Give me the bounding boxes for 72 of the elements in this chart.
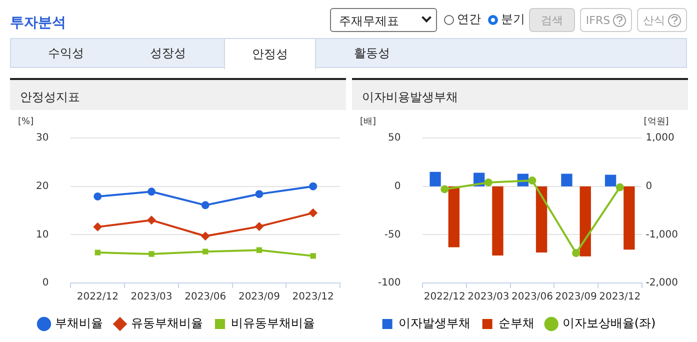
point — [528, 176, 536, 185]
point — [201, 201, 210, 210]
y-tick-label: -50 — [384, 229, 401, 240]
bar — [430, 172, 441, 186]
y-tick-label: 10 — [36, 229, 49, 240]
y-axis-title: [배] — [360, 116, 376, 127]
y-tick-label: 20 — [36, 180, 49, 192]
x-tick-label: 2023/03 — [130, 292, 172, 303]
point — [310, 253, 316, 259]
point — [309, 182, 318, 190]
bar — [492, 186, 504, 256]
point — [254, 222, 264, 231]
legend-label: 유동부채비율 — [131, 316, 203, 330]
y-tick-label: 0 — [394, 180, 401, 192]
x-tick-label: 2023/12 — [292, 292, 334, 303]
y-axis-title: [%] — [18, 116, 34, 127]
text: 산식 — [643, 12, 665, 28]
legend-label: 비유동부채비율 — [231, 316, 315, 330]
x-tick-label: 2022/12 — [76, 292, 118, 303]
y2-tick-label: -1,000 — [646, 229, 678, 240]
text: 검색 — [529, 8, 575, 32]
legend-label: 순부채 — [498, 316, 534, 330]
bar — [604, 174, 616, 186]
y2-axis-title: [억원] — [644, 116, 669, 127]
text: 안정성 — [224, 38, 316, 69]
point — [200, 232, 210, 241]
legend-label: 이자발생부채 — [398, 316, 470, 330]
text: 활동성 — [353, 44, 391, 62]
point — [255, 190, 264, 198]
text: IFRS — [586, 14, 610, 26]
point — [484, 178, 492, 186]
y2-tick-label: -2,000 — [646, 278, 678, 289]
point — [147, 216, 156, 225]
y-tick-label: 0 — [42, 278, 49, 289]
bar — [561, 174, 572, 186]
point — [148, 251, 154, 257]
text: 투자분석 — [10, 14, 66, 32]
y-tick-label: 30 — [36, 132, 49, 144]
x-tick-label: 2023/09 — [555, 292, 597, 303]
x-tick-label: 2023/06 — [511, 292, 554, 303]
legend-label: 이자보상배율(좌) — [562, 316, 656, 330]
x-tick-label: 2023/09 — [238, 292, 280, 303]
text: 수익성 — [47, 44, 85, 62]
y2-tick-label: 1,000 — [646, 132, 674, 144]
point — [94, 250, 100, 256]
x-tick-label: 2023/06 — [184, 292, 226, 303]
point — [256, 247, 262, 253]
x-tick-label: 2023/03 — [468, 292, 510, 303]
point — [94, 192, 102, 200]
point — [93, 222, 102, 232]
y-tick-label: -100 — [378, 278, 401, 289]
point — [148, 188, 156, 196]
text: 성장성 — [149, 44, 187, 62]
x-tick-label: 2023/12 — [599, 292, 641, 303]
chart-title: 이자비용발생부채 — [352, 80, 688, 110]
legend-label: 부채비율 — [55, 316, 103, 330]
point — [308, 208, 318, 218]
bar — [448, 186, 460, 248]
point — [440, 185, 449, 194]
point — [616, 183, 624, 192]
text: 주재무제표 — [330, 8, 437, 32]
text: 분기 — [501, 11, 525, 28]
bar — [624, 186, 635, 250]
x-tick-label: 2022/12 — [424, 292, 466, 303]
y2-tick-label: 0 — [646, 180, 652, 192]
point — [572, 249, 580, 258]
bar — [580, 186, 591, 256]
text: 연간 — [457, 11, 481, 28]
point — [202, 248, 208, 254]
y-tick-label: 50 — [388, 132, 401, 144]
bar — [536, 186, 548, 253]
chart-title: 안정성지표 — [10, 80, 346, 110]
